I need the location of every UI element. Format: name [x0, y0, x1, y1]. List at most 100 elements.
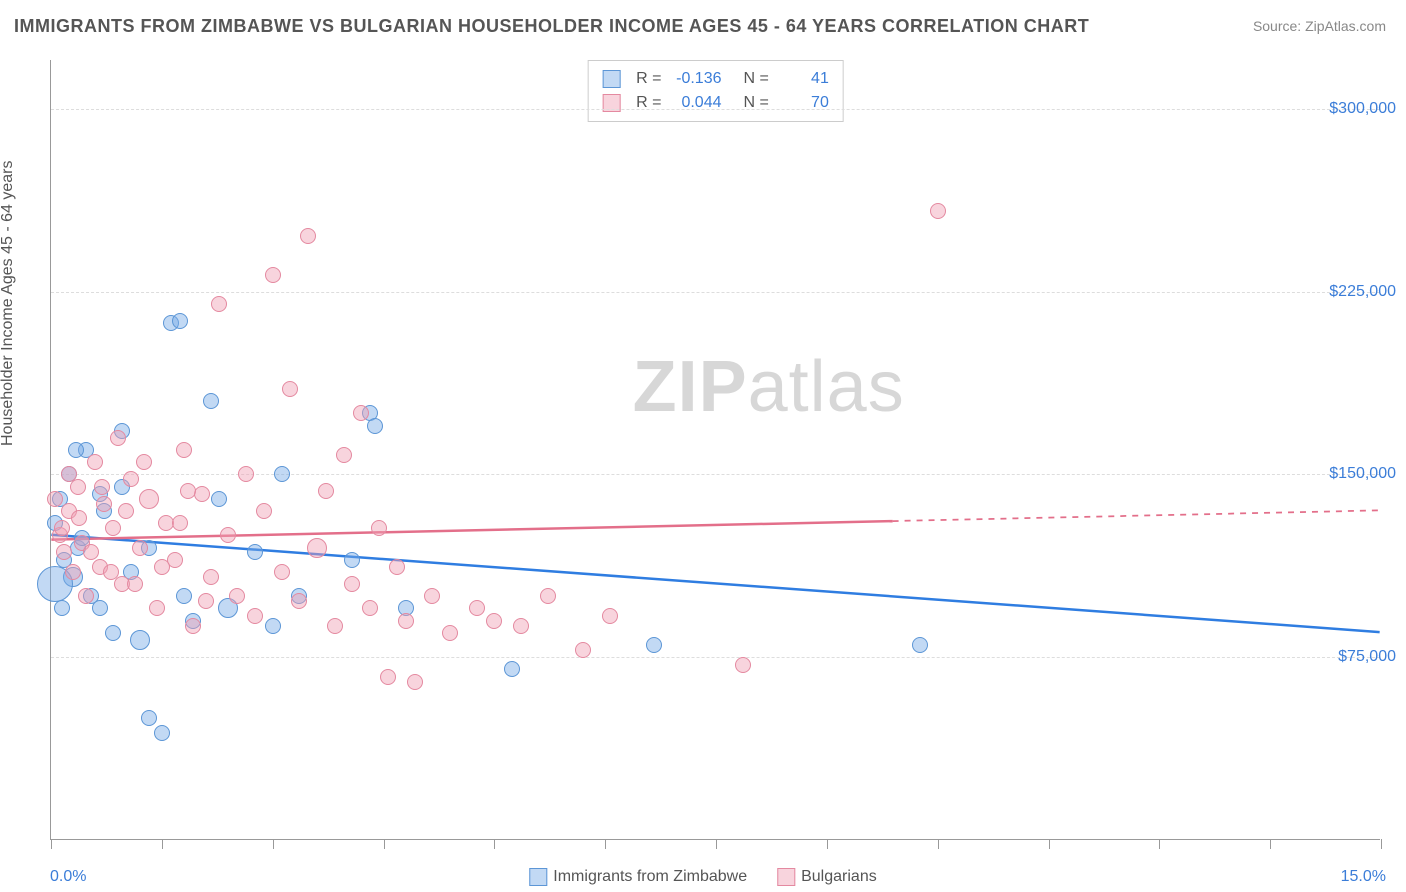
data-point [78, 588, 94, 604]
trend-lines [51, 60, 1380, 839]
stat-n-label: N = [744, 91, 769, 115]
data-point [389, 559, 405, 575]
x-tick [827, 839, 828, 849]
y-tick-label: $225,000 [1329, 283, 1396, 301]
x-tick [716, 839, 717, 849]
data-point [442, 625, 458, 641]
data-point [540, 588, 556, 604]
legend-item: Immigrants from Zimbabwe [529, 868, 747, 886]
x-axis-min-label: 0.0% [50, 868, 86, 886]
data-point [282, 381, 298, 397]
data-point [172, 515, 188, 531]
data-point [367, 418, 383, 434]
stats-legend-box: R = -0.136 N = 41 R = 0.044 N = 70 [587, 60, 844, 122]
data-point [198, 593, 214, 609]
legend-item: Bulgarians [777, 868, 877, 886]
data-point [424, 588, 440, 604]
data-point [54, 520, 70, 536]
data-point [353, 405, 369, 421]
data-point [136, 454, 152, 470]
x-tick [938, 839, 939, 849]
x-tick [273, 839, 274, 849]
data-point [127, 576, 143, 592]
y-tick-label: $300,000 [1329, 100, 1396, 118]
data-point [274, 564, 290, 580]
data-point [344, 576, 360, 592]
data-point [265, 267, 281, 283]
data-point [110, 430, 126, 446]
data-point [185, 618, 201, 634]
data-point [327, 618, 343, 634]
data-point [68, 442, 84, 458]
data-point [176, 588, 192, 604]
stat-r-value: -0.136 [672, 67, 722, 91]
data-point [65, 564, 81, 580]
y-tick-label: $75,000 [1338, 648, 1396, 666]
data-point [130, 630, 150, 650]
data-point [105, 520, 121, 536]
data-point [469, 600, 485, 616]
data-point [123, 471, 139, 487]
stat-n-value: 41 [779, 67, 829, 91]
data-point [336, 447, 352, 463]
legend-swatch [529, 868, 547, 886]
data-point [203, 393, 219, 409]
data-point [256, 503, 272, 519]
data-point [103, 564, 119, 580]
legend-label: Immigrants from Zimbabwe [553, 868, 747, 885]
x-tick [494, 839, 495, 849]
data-point [154, 559, 170, 575]
gridline-h [51, 657, 1380, 658]
stat-n-label: N = [744, 67, 769, 91]
data-point [265, 618, 281, 634]
data-point [203, 569, 219, 585]
data-point [180, 483, 196, 499]
y-axis-label: Householder Income Ages 45 - 64 years [0, 161, 17, 447]
data-point [513, 618, 529, 634]
data-point [211, 296, 227, 312]
data-point [132, 540, 148, 556]
data-point [118, 503, 134, 519]
x-tick [384, 839, 385, 849]
data-point [274, 466, 290, 482]
stat-r-value: 0.044 [672, 91, 722, 115]
data-point [602, 608, 618, 624]
stat-r-label: R = [636, 91, 661, 115]
data-point [247, 608, 263, 624]
data-point [238, 466, 254, 482]
data-point [398, 613, 414, 629]
data-point [407, 674, 423, 690]
data-point [211, 491, 227, 507]
stat-n-value: 70 [779, 91, 829, 115]
data-point [318, 483, 334, 499]
data-point [575, 642, 591, 658]
data-point [94, 479, 110, 495]
data-point [291, 593, 307, 609]
x-axis-max-label: 15.0% [1341, 868, 1386, 886]
data-point [105, 625, 121, 641]
data-point [504, 661, 520, 677]
data-point [96, 496, 112, 512]
gridline-h [51, 292, 1380, 293]
data-point [912, 637, 928, 653]
x-tick [1049, 839, 1050, 849]
x-tick [1159, 839, 1160, 849]
legend-label: Bulgarians [801, 868, 877, 885]
data-point [344, 552, 360, 568]
data-point [141, 710, 157, 726]
data-point [300, 228, 316, 244]
data-point [83, 544, 99, 560]
plot-area: ZIPatlas R =-0.136N =41R =0.044N =70 [50, 60, 1380, 840]
gridline-h [51, 109, 1380, 110]
data-point [307, 538, 327, 558]
stats-row: R = 0.044 N = 70 [602, 91, 829, 115]
stats-row: R = -0.136 N = 41 [602, 67, 829, 91]
data-point [486, 613, 502, 629]
data-point [154, 725, 170, 741]
data-point [139, 489, 159, 509]
y-tick-label: $150,000 [1329, 465, 1396, 483]
stat-r-label: R = [636, 67, 661, 91]
x-tick [605, 839, 606, 849]
x-tick [162, 839, 163, 849]
x-tick [1381, 839, 1382, 849]
